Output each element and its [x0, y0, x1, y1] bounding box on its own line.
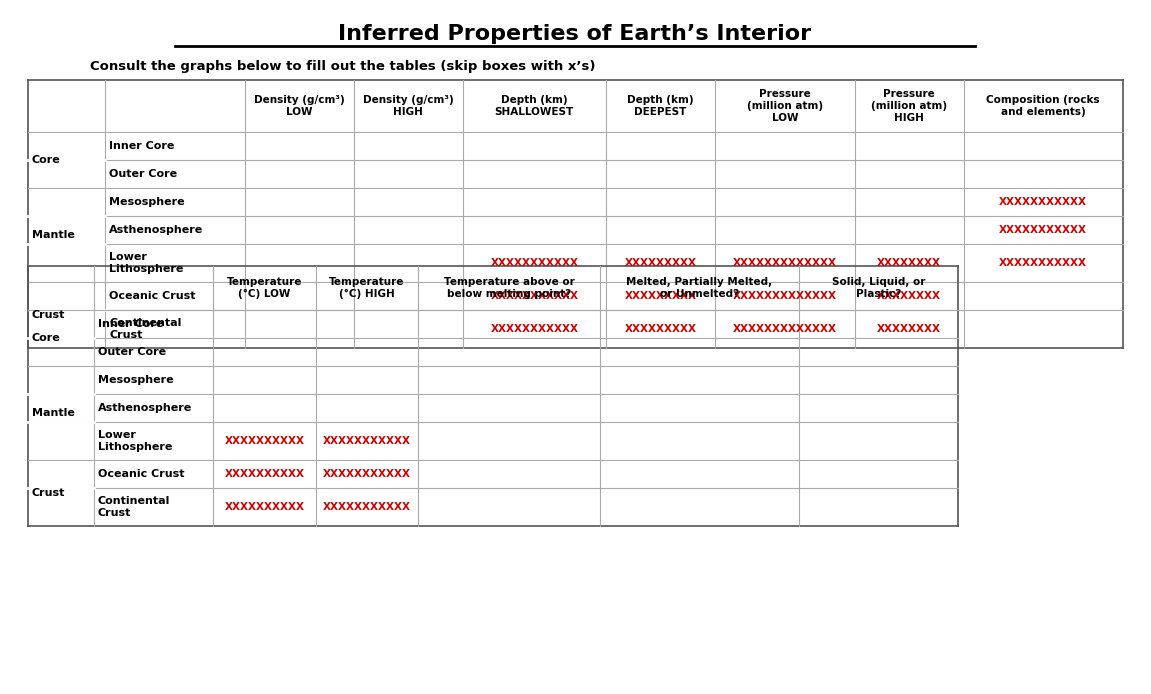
- Text: Depth (km)
SHALLOWEST: Depth (km) SHALLOWEST: [495, 95, 574, 117]
- Text: Inferred Properties of Earth’s Interior: Inferred Properties of Earth’s Interior: [338, 24, 811, 44]
- Text: XXXXXXXX: XXXXXXXX: [877, 291, 942, 301]
- Text: XXXXXXXXXXX: XXXXXXXXXXX: [322, 469, 411, 479]
- Text: XXXXXXXXX: XXXXXXXXX: [625, 324, 696, 334]
- Text: Mesosphere: Mesosphere: [98, 375, 174, 385]
- Text: Temperature
(°C) LOW: Temperature (°C) LOW: [227, 277, 303, 299]
- Text: Density (g/cm³)
LOW: Density (g/cm³) LOW: [253, 95, 344, 117]
- Text: XXXXXXXXXXXXX: XXXXXXXXXXXXX: [733, 258, 837, 268]
- Text: XXXXXXXXXXX: XXXXXXXXXXX: [490, 291, 578, 301]
- Text: XXXXXXXXXXX: XXXXXXXXXXX: [322, 502, 411, 512]
- Text: Continental
Crust: Continental Crust: [109, 319, 182, 340]
- Text: XXXXXXXXXXXXX: XXXXXXXXXXXXX: [733, 291, 837, 301]
- Text: Outer Core: Outer Core: [98, 347, 166, 357]
- Text: Inner Core: Inner Core: [98, 319, 163, 329]
- Text: Oceanic Crust: Oceanic Crust: [98, 469, 184, 479]
- Text: Asthenosphere: Asthenosphere: [109, 225, 204, 235]
- Text: Density (g/cm³)
HIGH: Density (g/cm³) HIGH: [363, 95, 453, 117]
- Text: Composition (rocks
and elements): Composition (rocks and elements): [986, 95, 1100, 117]
- Text: XXXXXXXXXXX: XXXXXXXXXXX: [999, 225, 1088, 235]
- Text: Pressure
(million atm)
HIGH: Pressure (million atm) HIGH: [871, 90, 947, 123]
- Text: XXXXXXXXXXX: XXXXXXXXXXX: [490, 258, 578, 268]
- Text: XXXXXXXXXX: XXXXXXXXXX: [224, 436, 305, 446]
- Text: Lower
Lithosphere: Lower Lithosphere: [98, 430, 173, 452]
- Text: XXXXXXXXXX: XXXXXXXXXX: [224, 502, 305, 512]
- Text: XXXXXXXXX: XXXXXXXXX: [625, 258, 696, 268]
- Text: XXXXXXXXXX: XXXXXXXXXX: [224, 469, 305, 479]
- Text: Mantle: Mantle: [32, 408, 75, 418]
- Text: Pressure
(million atm)
LOW: Pressure (million atm) LOW: [747, 90, 823, 123]
- Text: Asthenosphere: Asthenosphere: [98, 403, 192, 413]
- Text: XXXXXXXXXXX: XXXXXXXXXXX: [999, 197, 1088, 207]
- Text: XXXXXXXXXXX: XXXXXXXXXXX: [490, 324, 578, 334]
- Text: Lower
Lithosphere: Lower Lithosphere: [109, 252, 183, 274]
- Text: Mantle: Mantle: [32, 230, 75, 240]
- Text: XXXXXXXXX: XXXXXXXXX: [625, 291, 696, 301]
- Text: Consult the graphs below to fill out the tables (skip boxes with x’s): Consult the graphs below to fill out the…: [90, 60, 595, 72]
- Text: Mesosphere: Mesosphere: [109, 197, 184, 207]
- Text: Melted, Partially Melted,
or Unmelted?: Melted, Partially Melted, or Unmelted?: [626, 277, 772, 299]
- Text: Depth (km)
DEEPEST: Depth (km) DEEPEST: [627, 95, 694, 117]
- Text: XXXXXXXXXXXXX: XXXXXXXXXXXXX: [733, 324, 837, 334]
- Text: Crust: Crust: [32, 488, 66, 498]
- Text: Solid, Liquid, or
Plastic?: Solid, Liquid, or Plastic?: [832, 277, 925, 299]
- Text: XXXXXXXXXXX: XXXXXXXXXXX: [999, 258, 1088, 268]
- Text: Outer Core: Outer Core: [109, 169, 177, 179]
- Text: Temperature
(°C) HIGH: Temperature (°C) HIGH: [329, 277, 404, 299]
- Text: Crust: Crust: [32, 310, 66, 320]
- Text: XXXXXXXX: XXXXXXXX: [877, 258, 942, 268]
- Text: XXXXXXXXXXX: XXXXXXXXXXX: [322, 436, 411, 446]
- Text: XXXXXXXX: XXXXXXXX: [877, 324, 942, 334]
- Text: Core: Core: [32, 155, 61, 165]
- Text: Inner Core: Inner Core: [109, 141, 175, 151]
- Text: Continental
Crust: Continental Crust: [98, 496, 170, 518]
- Text: Core: Core: [32, 333, 61, 343]
- Text: Oceanic Crust: Oceanic Crust: [109, 291, 196, 301]
- Text: Temperature above or
below melting point?: Temperature above or below melting point…: [443, 277, 574, 299]
